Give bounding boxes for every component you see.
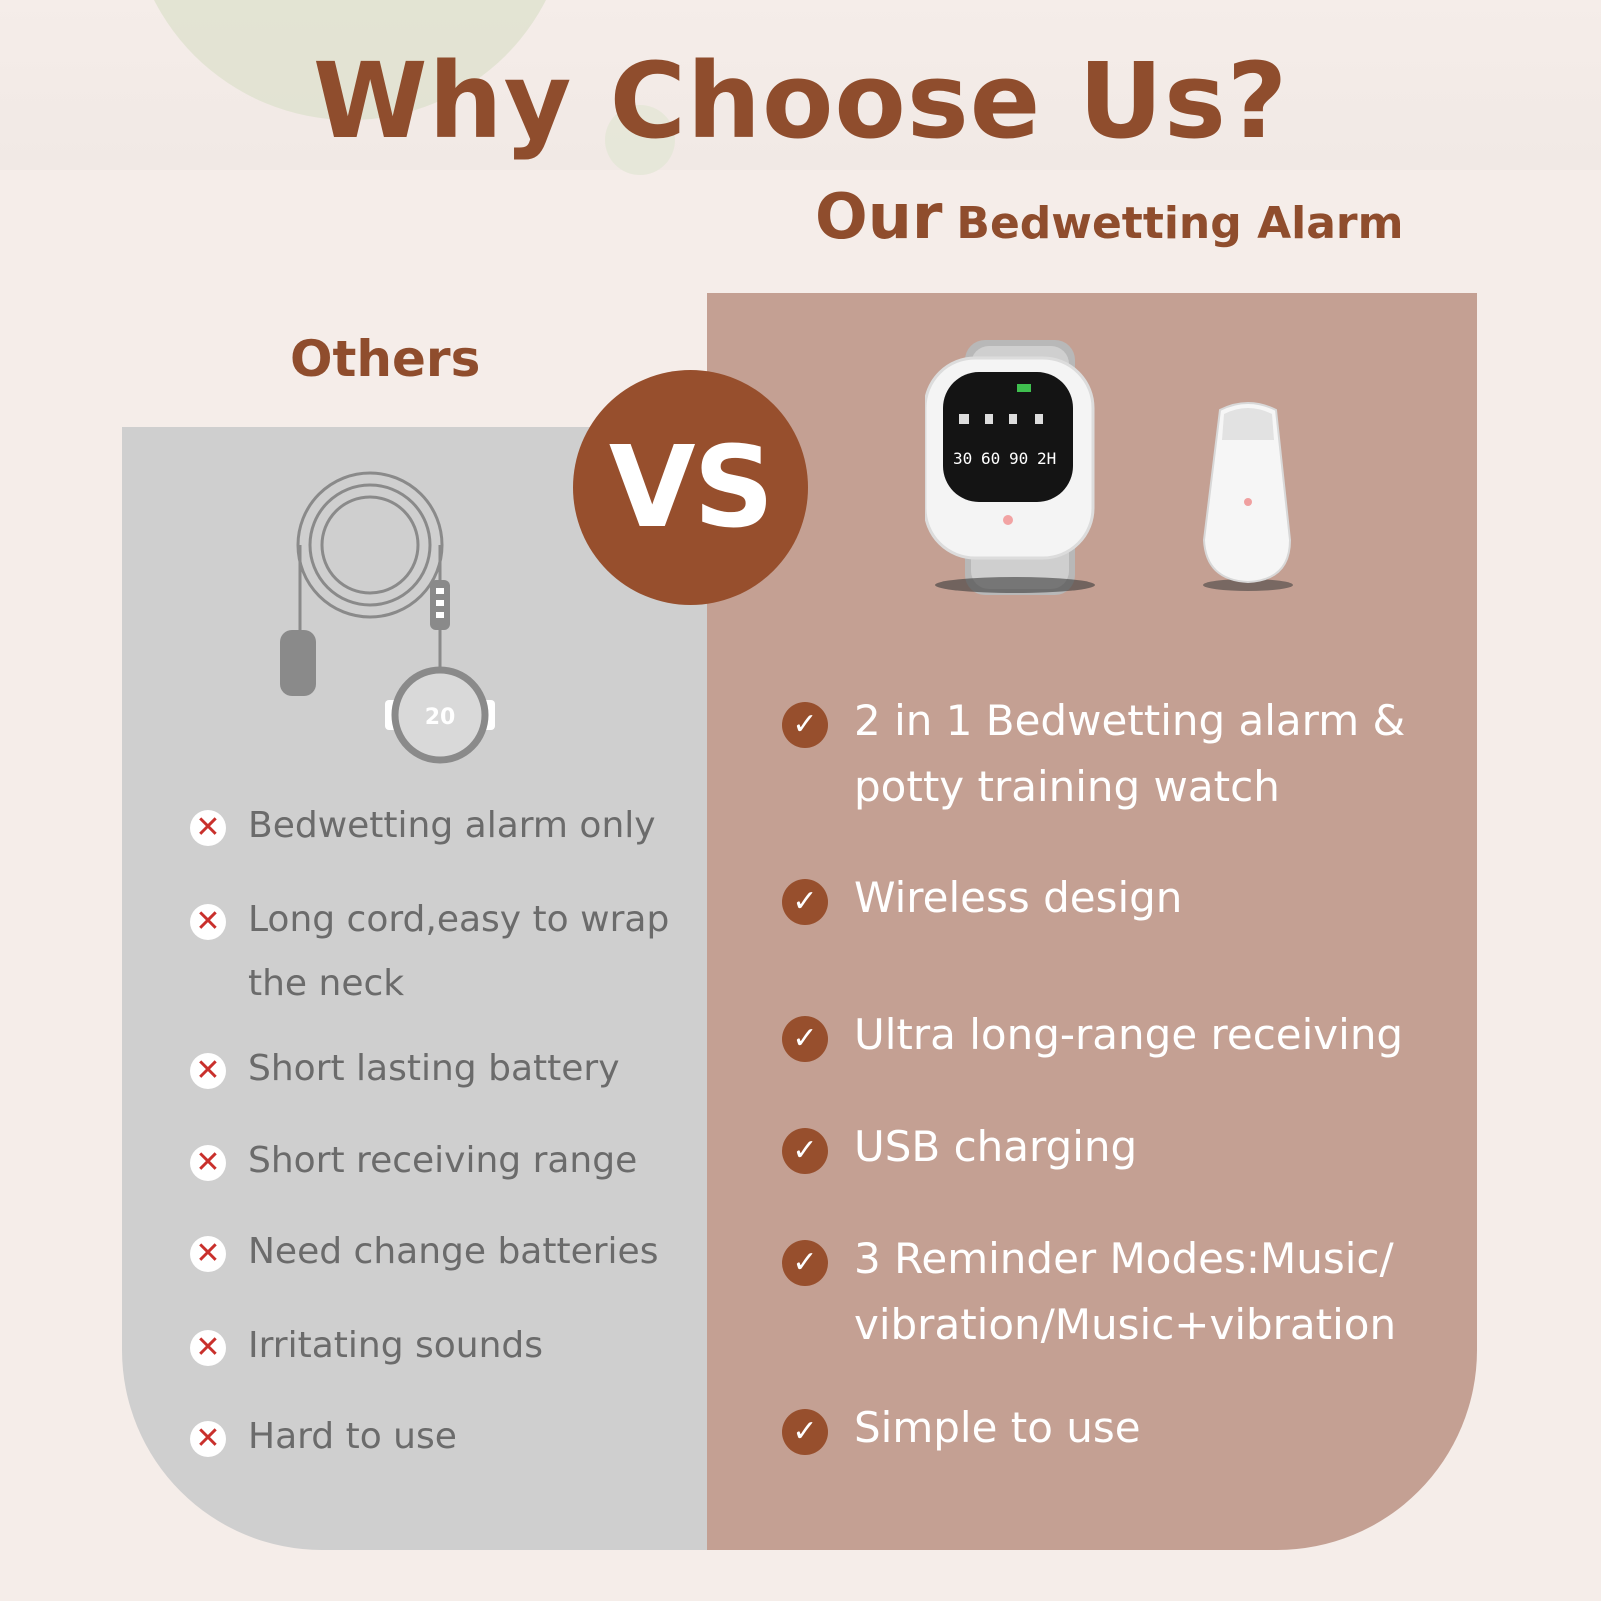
subtitle-product: Bedwetting Alarm	[956, 198, 1404, 249]
watch-mode-90: 90	[1009, 449, 1028, 468]
ours-item-label: USB charging	[854, 1122, 1138, 1171]
check-icon: ✓	[782, 879, 828, 925]
watch-mode-30: 30	[953, 449, 972, 468]
cross-icon: ✕	[190, 904, 226, 940]
others-item-label: Bedwetting alarm only	[248, 805, 656, 846]
cross-icon: ✕	[190, 1053, 226, 1089]
check-icon: ✓	[782, 1240, 828, 1286]
others-item-label: Hard to use	[248, 1416, 457, 1457]
sensor-clip-icon	[1202, 402, 1293, 591]
ours-item-label: Ultra long-range receiving	[854, 1010, 1404, 1059]
others-item: ✕ Short receiving range	[190, 1135, 637, 1193]
others-item: ✕ Irritating sounds	[190, 1320, 543, 1378]
others-heading: Others	[290, 330, 481, 388]
others-item-label: Need change batteries	[248, 1231, 659, 1272]
ours-item: ✓ Ultra long-range receiving	[782, 1010, 1403, 1068]
others-item: ✕ Long cord,easy to wrap the neck	[190, 894, 669, 1016]
cross-icon: ✕	[190, 1421, 226, 1457]
others-item: ✕ Hard to use	[190, 1411, 457, 1469]
others-item: ✕ Short lasting battery	[190, 1043, 620, 1101]
check-icon: ✓	[782, 1409, 828, 1455]
ours-item-label: Simple to use	[854, 1403, 1141, 1452]
ours-item-label: 3 Reminder Modes:Music/vibration/Music+v…	[854, 1234, 1397, 1349]
ours-item: ✓ Wireless design	[782, 873, 1182, 931]
cross-icon: ✕	[190, 1236, 226, 1272]
watch-mode-2h: 2H	[1037, 449, 1056, 468]
subtitle: Our Bedwetting Alarm	[815, 180, 1403, 253]
decorative-dot	[605, 105, 675, 175]
vs-badge: VS	[573, 370, 808, 605]
check-icon: ✓	[782, 1128, 828, 1174]
others-item-label: Long cord,easy to wrap the neck	[248, 899, 670, 1004]
watch-icon: 30 60 90 2H	[925, 340, 1095, 595]
check-icon: ✓	[782, 1016, 828, 1062]
device-display: 20	[425, 705, 456, 730]
ours-item-label: Wireless design	[854, 873, 1183, 922]
ours-item: ✓ Simple to use	[782, 1403, 1141, 1461]
cross-icon: ✕	[190, 1145, 226, 1181]
ours-item-label: 2 in 1 Bedwetting alarm & potty training …	[854, 696, 1406, 811]
others-item: ✕ Need change batteries	[190, 1226, 658, 1284]
ours-item: ✓ USB charging	[782, 1122, 1137, 1180]
ours-item: ✓ 2 in 1 Bedwetting alarm & potty trainin…	[782, 696, 1405, 820]
page-title: Why Choose Us?	[312, 40, 1289, 162]
vs-label: VS	[608, 422, 774, 553]
subtitle-lead: Our	[815, 180, 943, 253]
others-item: ✕ Bedwetting alarm only	[190, 800, 656, 858]
watch-mode-60: 60	[981, 449, 1000, 468]
cross-icon: ✕	[190, 810, 226, 846]
ours-item: ✓ 3 Reminder Modes:Music/vibration/Music…	[782, 1234, 1396, 1358]
check-icon: ✓	[782, 702, 828, 748]
others-item-label: Short receiving range	[248, 1140, 638, 1181]
cross-icon: ✕	[190, 1330, 226, 1366]
corded-alarm-icon: 20	[280, 471, 495, 764]
others-panel	[122, 427, 708, 1550]
others-item-label: Short lasting battery	[248, 1048, 620, 1089]
others-item-label: Irritating sounds	[248, 1325, 544, 1366]
